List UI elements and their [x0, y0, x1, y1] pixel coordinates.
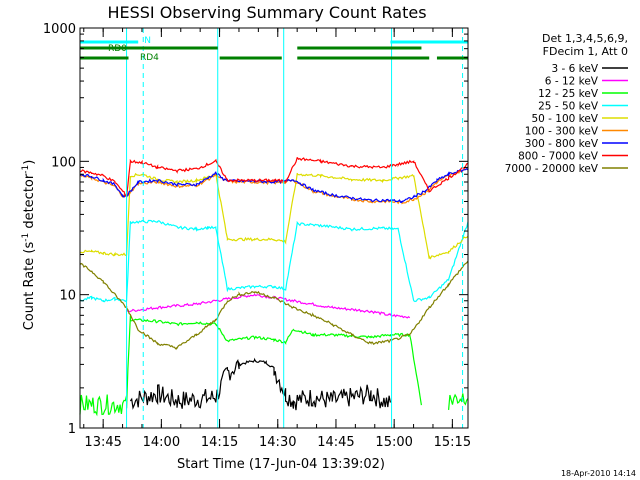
x-tick-label-2: 14:15 — [201, 435, 238, 450]
legend-header-1: FDecim 1, Att 0 — [543, 45, 628, 58]
y-tick-label-0: 1 — [68, 422, 76, 437]
series-line-2 — [79, 315, 469, 417]
legend-label-0: 3 - 6 keV — [551, 63, 598, 75]
legend-label-6: 300 - 800 keV — [525, 138, 599, 150]
series-line-1 — [126, 293, 411, 319]
n-label: N — [144, 36, 151, 46]
series-3 — [79, 219, 469, 303]
x-tick-label-1: 14:00 — [143, 435, 180, 450]
x-tick-label-3: 14:30 — [259, 435, 296, 450]
y-tick-label-2: 100 — [51, 155, 76, 170]
x-tick-label-5: 15:00 — [375, 435, 412, 450]
series-7 — [79, 157, 469, 198]
y-axis-label-part3: ) — [22, 160, 37, 165]
legend-label-7: 800 - 7000 keV — [518, 151, 599, 163]
legend-label-3: 25 - 50 keV — [538, 101, 599, 113]
legend: Det 1,3,4,5,6,9,FDecim 1, Att 0 3 - 6 keV… — [505, 32, 628, 175]
series-4 — [79, 172, 469, 260]
series-8 — [79, 260, 469, 351]
rd0-label: RD0 — [108, 44, 127, 54]
series-0 — [129, 357, 391, 411]
x-axis-label: Start Time (17-Jun-04 13:39:02) — [177, 457, 385, 472]
legend-label-1: 6 - 12 keV — [545, 76, 599, 88]
x-tick-label-0: 13:45 — [84, 435, 121, 450]
legend-header-0: Det 1,3,4,5,6,9, — [542, 32, 628, 45]
legend-label-2: 12 - 25 keV — [538, 88, 599, 100]
series-line-8 — [79, 260, 469, 351]
series-layer — [79, 157, 469, 417]
series-1 — [126, 293, 411, 319]
series-line-4 — [79, 172, 469, 260]
series-line-0 — [129, 357, 391, 411]
y-axis-label: Count Rate (s-1 detector-1) — [21, 160, 37, 331]
attenuator-overlay-layer: N RD0 RD4 — [80, 28, 468, 428]
y-axis-label-part1: Count Rate (s — [22, 242, 37, 331]
legend-label-8: 7000 - 20000 keV — [505, 163, 599, 175]
x-tick-label-4: 14:45 — [317, 435, 354, 450]
chart-title: HESSI Observing Summary Count Rates — [107, 3, 426, 22]
series-line-3 — [79, 219, 469, 303]
legend-label-4: 50 - 100 keV — [531, 113, 598, 125]
series-line-7 — [79, 157, 469, 198]
y-axis-label-sup2: -1 — [21, 165, 31, 174]
y-tick-label-3: 1000 — [43, 22, 76, 37]
y-axis-label-sup1: -1 — [21, 233, 31, 242]
x-tick-label-6: 15:15 — [434, 435, 471, 450]
axes-layer: 1 10 100 1000 13:45 14:00 14:15 14:30 14:45 15:00… — [43, 22, 471, 450]
legend-label-5: 100 - 300 keV — [525, 126, 599, 138]
plot-frame — [79, 27, 469, 429]
y-axis-label-part2: detector — [22, 173, 37, 233]
series-2 — [79, 315, 469, 417]
y-tick-label-1: 10 — [59, 289, 76, 304]
footer-date: 18-Apr-2010 14:14 — [561, 469, 636, 478]
rd4-label: RD4 — [140, 53, 159, 63]
